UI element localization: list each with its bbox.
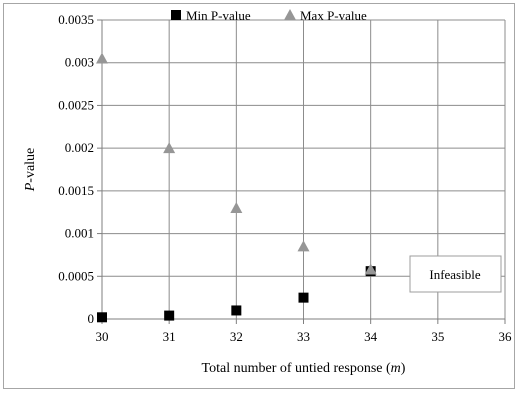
infeasible-annotation: Infeasible <box>409 255 502 293</box>
max-p-value-series <box>96 52 377 275</box>
x-tick-label: 34 <box>364 329 378 344</box>
min-p-value-point <box>97 312 107 323</box>
scatter-chart: 0 0.0005 0.001 0.0015 0.002 0.0025 0.003 0.0035… <box>23 8 513 376</box>
legend: Min P-value Max P-value <box>171 8 367 23</box>
y-tick-label: 0.003 <box>65 55 94 70</box>
x-axis-label-variable: m <box>391 361 401 376</box>
y-tick-labels: 0 0.0005 0.001 0.0015 0.002 0.0025 0.003 0.0035 <box>58 12 94 326</box>
min-p-value-point <box>231 305 242 316</box>
y-axis-label-variable: P <box>23 182 38 192</box>
x-axis-label: Total number of untied response (m) <box>202 361 406 376</box>
chart-frame: 0 0.0005 0.001 0.0015 0.002 0.0025 0.003 0.0035… <box>3 3 515 389</box>
y-tick-label: 0.0015 <box>58 183 94 198</box>
annotation-box <box>409 255 502 293</box>
legend-triangle-marker <box>284 9 296 20</box>
max-p-value-point <box>230 201 243 213</box>
legend-item: Max P-value <box>284 8 367 23</box>
y-tick-label: 0.002 <box>65 140 94 155</box>
y-tick-label: 0.0025 <box>58 97 94 112</box>
x-tick-label: 36 <box>499 329 513 344</box>
x-tick-label: 32 <box>230 329 243 344</box>
y-tick-label: 0 <box>88 311 95 326</box>
x-tick-label: 30 <box>96 329 109 344</box>
y-axis-label: P-value <box>23 148 38 193</box>
data-points <box>96 52 377 323</box>
legend-square-marker <box>171 10 181 20</box>
x-tick-label: 33 <box>297 329 310 344</box>
y-tick-label: 0.0005 <box>58 268 94 283</box>
max-p-value-point <box>163 142 176 154</box>
x-tick-label: 35 <box>431 329 444 344</box>
max-p-value-point <box>96 52 108 64</box>
x-tick-label: 31 <box>163 329 176 344</box>
y-tick-label: 0.0035 <box>58 12 94 27</box>
max-p-value-point <box>364 263 377 275</box>
y-tick-label: 0.001 <box>65 226 94 241</box>
min-p-value-point <box>298 292 309 303</box>
annotation-text: Infeasible <box>429 267 480 282</box>
legend-label: Min P-value <box>186 8 251 23</box>
max-p-value-point <box>297 240 310 252</box>
x-tick-labels: 30 31 32 33 34 35 36 <box>96 329 513 344</box>
legend-item: Min P-value <box>171 8 251 23</box>
legend-label: Max P-value <box>300 8 367 23</box>
min-p-value-point <box>164 310 175 321</box>
